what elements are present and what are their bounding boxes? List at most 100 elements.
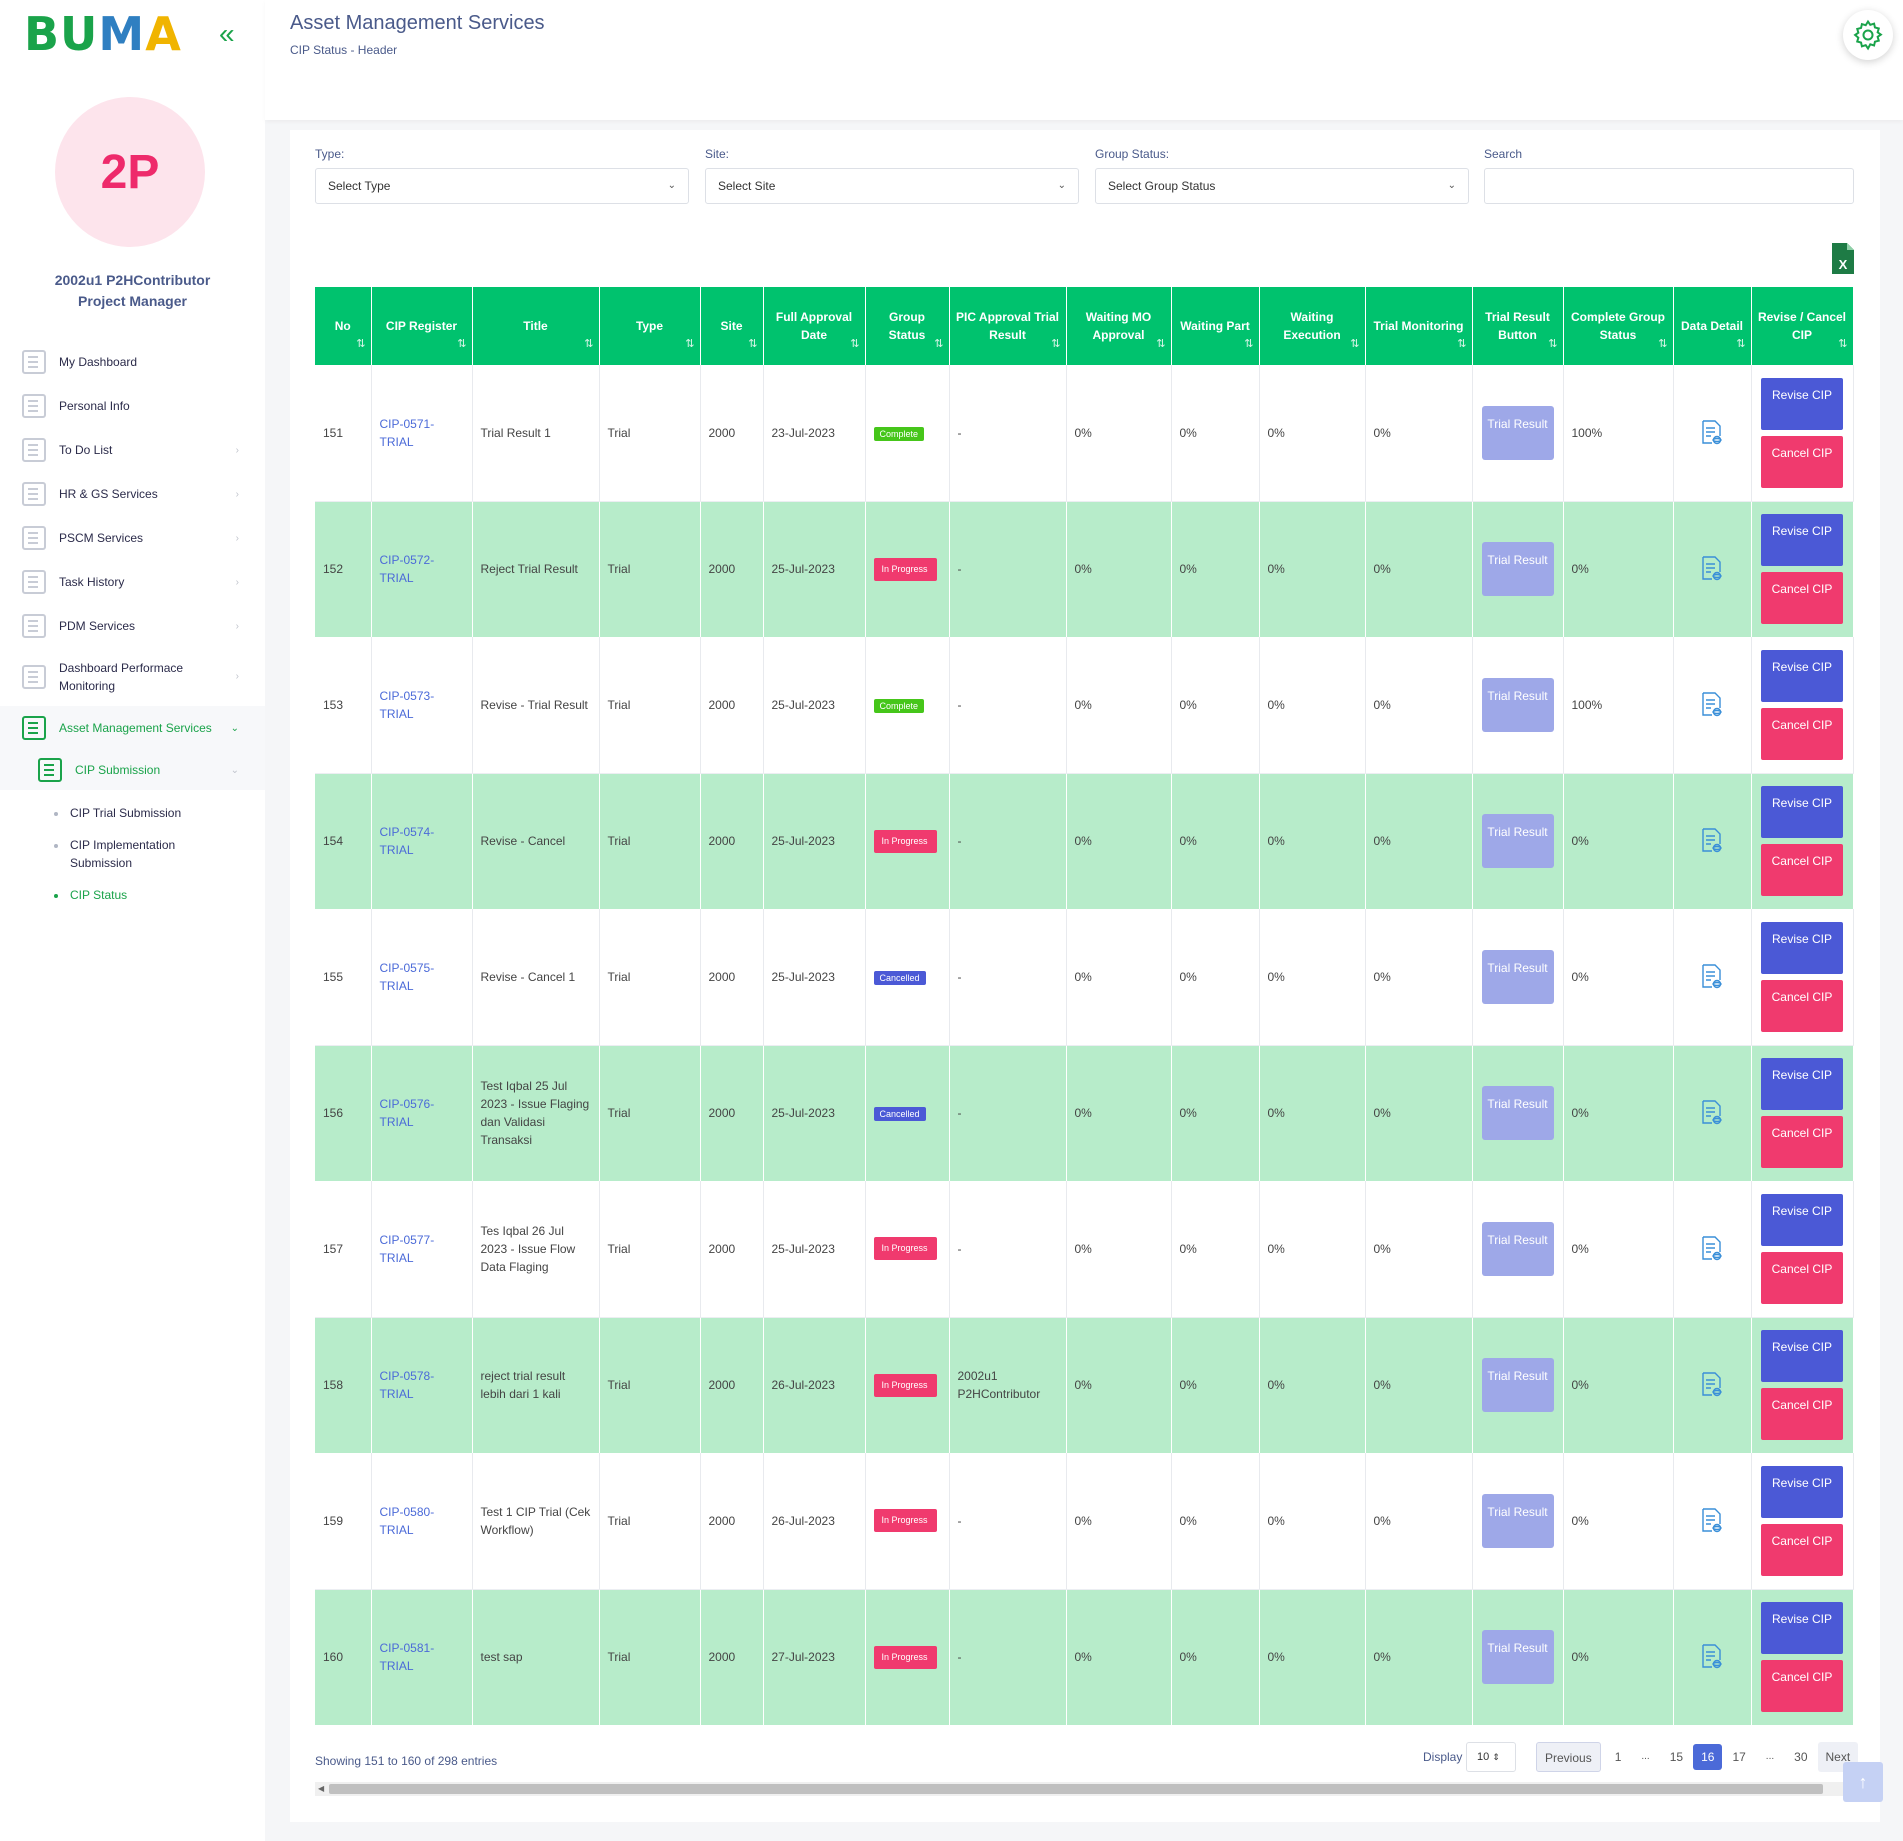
column-header[interactable]: Data Detail ⇅: [1673, 287, 1752, 365]
sidebar-item-dashboard-performance[interactable]: Dashboard Performace Monitoring ›: [0, 648, 265, 706]
next-page-button[interactable]: Next: [1817, 1742, 1859, 1772]
type-select[interactable]: Select Type ⌄: [315, 168, 689, 204]
cancel-cip-button[interactable]: Cancel CIP: [1761, 1388, 1843, 1441]
column-header[interactable]: Full Approval Date ⇅: [763, 287, 866, 365]
sidebar-item-personal-info[interactable]: Personal Info: [0, 384, 265, 428]
data-detail-icon[interactable]: [1700, 964, 1724, 990]
cip-register-link[interactable]: CIP-0581-TRIAL: [371, 1589, 473, 1725]
cancel-cip-button[interactable]: Cancel CIP: [1761, 979, 1843, 1032]
page-17[interactable]: 17: [1732, 1750, 1746, 1764]
data-detail-icon[interactable]: [1700, 1644, 1724, 1670]
trial-result-button[interactable]: Trial Result: [1481, 1086, 1554, 1141]
data-detail-icon[interactable]: [1700, 556, 1724, 582]
excel-export-icon[interactable]: X: [1830, 243, 1854, 274]
trial-result-button[interactable]: Trial Result: [1481, 1358, 1554, 1413]
sort-icon[interactable]: ⇅: [1051, 338, 1061, 350]
trial-result-button[interactable]: Trial Result: [1481, 405, 1554, 460]
sidebar-item-my-dashboard[interactable]: My Dashboard: [0, 340, 265, 384]
current-page[interactable]: 16: [1693, 1744, 1723, 1770]
sort-icon[interactable]: ⇅: [1457, 338, 1467, 350]
revise-cip-button[interactable]: Revise CIP: [1761, 921, 1843, 974]
page-30[interactable]: 30: [1794, 1750, 1808, 1764]
cancel-cip-button[interactable]: Cancel CIP: [1761, 435, 1843, 488]
revise-cip-button[interactable]: Revise CIP: [1761, 786, 1843, 839]
trial-result-button[interactable]: Trial Result: [1481, 542, 1554, 597]
column-header[interactable]: Group Status ⇅: [865, 287, 950, 365]
previous-page-button[interactable]: Previous: [1536, 1742, 1601, 1772]
cip-register-link[interactable]: CIP-0580-TRIAL: [371, 1453, 473, 1590]
revise-cip-button[interactable]: Revise CIP: [1761, 1193, 1843, 1246]
sidebar-item-task-history[interactable]: Task History ›: [0, 560, 265, 604]
column-header[interactable]: PIC Approval Trial Result ⇅: [949, 287, 1067, 365]
sort-icon[interactable]: ⇅: [457, 338, 467, 350]
cancel-cip-button[interactable]: Cancel CIP: [1761, 1523, 1843, 1576]
page-1[interactable]: 1: [1614, 1750, 1622, 1764]
data-detail-icon[interactable]: [1700, 1236, 1724, 1262]
sort-icon[interactable]: ⇅: [1658, 338, 1668, 350]
data-detail-icon[interactable]: [1700, 692, 1724, 718]
cip-register-link[interactable]: CIP-0576-TRIAL: [371, 1045, 473, 1181]
scroll-left-icon[interactable]: ◀: [318, 1784, 325, 1793]
sort-icon[interactable]: ⇅: [1244, 338, 1254, 350]
settings-button[interactable]: [1843, 10, 1893, 60]
sort-icon[interactable]: ⇅: [748, 338, 758, 350]
column-header[interactable]: Title ⇅: [472, 287, 600, 365]
cip-register-link[interactable]: CIP-0575-TRIAL: [371, 909, 473, 1046]
column-header[interactable]: Waiting MO Approval ⇅: [1066, 287, 1172, 365]
data-detail-icon[interactable]: [1700, 1372, 1724, 1398]
cancel-cip-button[interactable]: Cancel CIP: [1761, 1116, 1843, 1169]
cancel-cip-button[interactable]: Cancel CIP: [1761, 844, 1843, 897]
sort-icon[interactable]: ⇅: [1548, 338, 1558, 350]
column-header[interactable]: Type ⇅: [599, 287, 701, 365]
trial-result-button[interactable]: Trial Result: [1481, 814, 1554, 869]
trial-result-button[interactable]: Trial Result: [1481, 1221, 1554, 1276]
cancel-cip-button[interactable]: Cancel CIP: [1761, 1251, 1843, 1304]
page-15[interactable]: 15: [1669, 1750, 1684, 1764]
revise-cip-button[interactable]: Revise CIP: [1761, 377, 1843, 430]
column-header[interactable]: No ⇅: [315, 287, 372, 365]
cip-register-link[interactable]: CIP-0572-TRIAL: [371, 501, 473, 637]
group-status-select[interactable]: Select Group Status ⌄: [1095, 168, 1469, 204]
trial-result-button[interactable]: Trial Result: [1481, 949, 1554, 1004]
sidebar-item-cip-submission[interactable]: CIP Submission ⌄: [0, 750, 265, 790]
revise-cip-button[interactable]: Revise CIP: [1761, 649, 1843, 702]
cip-register-link[interactable]: CIP-0573-TRIAL: [371, 637, 473, 774]
cancel-cip-button[interactable]: Cancel CIP: [1761, 1660, 1843, 1713]
sidebar-item-asset-management[interactable]: Asset Management Services ⌄: [0, 706, 265, 750]
column-header[interactable]: Waiting Part ⇅: [1171, 287, 1260, 365]
cancel-cip-button[interactable]: Cancel CIP: [1761, 707, 1843, 760]
trial-result-button[interactable]: Trial Result: [1481, 1630, 1554, 1685]
horizontal-scrollbar[interactable]: ◀ ▶: [315, 1782, 1853, 1796]
revise-cip-button[interactable]: Revise CIP: [1761, 1465, 1843, 1518]
sort-icon[interactable]: ⇅: [850, 338, 860, 350]
cip-register-link[interactable]: CIP-0574-TRIAL: [371, 773, 473, 909]
display-count-select[interactable]: 10 ⇕: [1466, 1742, 1516, 1772]
revise-cip-button[interactable]: Revise CIP: [1761, 1058, 1843, 1111]
column-header[interactable]: CIP Register ⇅: [371, 287, 473, 365]
search-input[interactable]: [1484, 168, 1854, 204]
data-detail-icon[interactable]: [1700, 1508, 1724, 1534]
trial-result-button[interactable]: Trial Result: [1481, 1493, 1554, 1548]
sort-icon[interactable]: ⇅: [934, 338, 944, 350]
sort-icon[interactable]: ⇅: [685, 338, 695, 350]
sidebar-item-cip-trial-submission[interactable]: CIP Trial Submission: [0, 804, 265, 822]
column-header[interactable]: Trial Monitoring ⇅: [1365, 287, 1473, 365]
data-detail-icon[interactable]: [1700, 828, 1724, 854]
sidebar-item-pscm-services[interactable]: PSCM Services ›: [0, 516, 265, 560]
trial-result-button[interactable]: Trial Result: [1481, 677, 1554, 732]
revise-cip-button[interactable]: Revise CIP: [1761, 1602, 1843, 1655]
revise-cip-button[interactable]: Revise CIP: [1761, 514, 1843, 567]
cancel-cip-button[interactable]: Cancel CIP: [1761, 572, 1843, 625]
sidebar-item-cip-implementation-submission[interactable]: CIP Implementation Submission: [0, 836, 200, 872]
data-detail-icon[interactable]: [1700, 420, 1724, 446]
sidebar-item-pdm-services[interactable]: PDM Services ›: [0, 604, 265, 648]
scroll-to-top-button[interactable]: ↑: [1843, 1762, 1883, 1802]
column-header[interactable]: Waiting Execution ⇅: [1259, 287, 1366, 365]
sidebar-item-to-do-list[interactable]: To Do List ›: [0, 428, 265, 472]
cip-register-link[interactable]: CIP-0577-TRIAL: [371, 1181, 473, 1318]
data-detail-icon[interactable]: [1700, 1100, 1724, 1126]
column-header[interactable]: Complete Group Status ⇅: [1563, 287, 1674, 365]
scrollbar-thumb[interactable]: [329, 1784, 1823, 1794]
double-chevron-left-icon[interactable]: «: [219, 18, 235, 49]
sort-icon[interactable]: ⇅: [1350, 338, 1360, 350]
